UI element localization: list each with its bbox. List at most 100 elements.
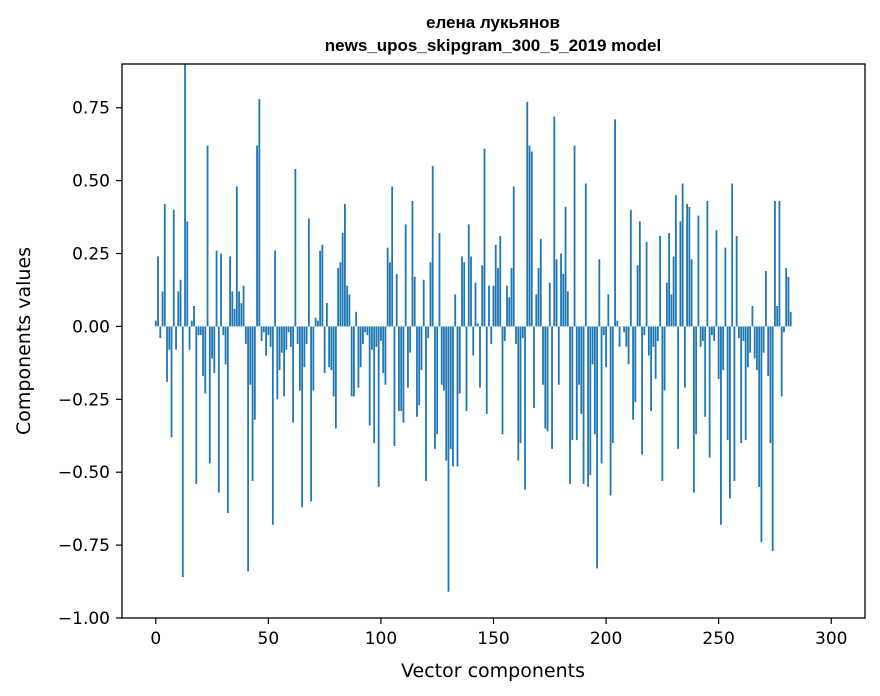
bar-181 xyxy=(562,273,565,327)
bar-37 xyxy=(238,291,240,327)
bar-254 xyxy=(726,326,729,441)
bar-210 xyxy=(627,326,630,365)
bar-12 xyxy=(181,326,184,578)
bar-46 xyxy=(258,98,261,327)
bar-52 xyxy=(271,326,274,525)
bar-122 xyxy=(429,262,432,327)
bar-212 xyxy=(632,326,634,420)
bar-274 xyxy=(771,326,774,551)
bar-139 xyxy=(467,224,470,327)
bar-60 xyxy=(289,326,292,347)
bar-227 xyxy=(665,282,668,327)
bar-102 xyxy=(384,326,387,385)
bar-233 xyxy=(679,221,682,327)
bar-18 xyxy=(195,326,198,484)
bar-50 xyxy=(267,326,270,336)
bar-32 xyxy=(226,326,229,514)
bar-230 xyxy=(672,256,675,327)
bar-43 xyxy=(251,326,254,481)
bar-225 xyxy=(661,326,664,481)
bar-180 xyxy=(560,253,562,327)
bar-149 xyxy=(490,326,493,344)
bar-140 xyxy=(470,256,472,327)
bar-100 xyxy=(380,326,382,341)
bar-249 xyxy=(715,230,718,327)
bar-138 xyxy=(465,326,468,411)
bar-150 xyxy=(492,285,495,327)
bar-221 xyxy=(652,326,655,347)
bar-238 xyxy=(690,259,693,327)
x-tick-label: 200 xyxy=(590,629,622,649)
bar-41 xyxy=(247,326,249,572)
bar-36 xyxy=(235,186,238,327)
bar-271 xyxy=(765,271,767,327)
bar-219 xyxy=(647,326,650,356)
bar-177 xyxy=(553,116,556,327)
bar-131 xyxy=(449,326,452,449)
bar-34 xyxy=(231,291,234,327)
bar-105 xyxy=(391,186,394,327)
bar-241 xyxy=(697,215,700,327)
bar-255 xyxy=(729,326,731,499)
bar-83 xyxy=(341,233,344,327)
bar-1 xyxy=(157,256,159,327)
y-tick-label: −1.00 xyxy=(58,609,110,629)
bar-145 xyxy=(481,265,484,327)
bar-243 xyxy=(701,326,704,341)
bar-30 xyxy=(222,326,225,336)
y-tick-label: −0.25 xyxy=(58,390,110,410)
bar-107 xyxy=(395,273,398,327)
bar-204 xyxy=(614,119,616,327)
bar-7 xyxy=(170,326,173,438)
bar-264 xyxy=(749,326,752,353)
bar-103 xyxy=(386,247,389,327)
bar-10 xyxy=(177,291,180,327)
bar-132 xyxy=(452,326,454,467)
bar-71 xyxy=(314,317,317,327)
bar-22 xyxy=(204,326,207,394)
bar-195 xyxy=(593,326,596,435)
bar-21 xyxy=(202,326,204,376)
bar-276 xyxy=(776,306,779,327)
bar-77 xyxy=(328,326,331,368)
bar-17 xyxy=(193,306,195,327)
bar-141 xyxy=(472,326,475,356)
bar-175 xyxy=(548,282,551,327)
bar-38 xyxy=(240,303,243,327)
bar-268 xyxy=(758,326,761,487)
bar-39 xyxy=(242,285,245,327)
bar-222 xyxy=(654,326,657,379)
bar-129 xyxy=(445,326,448,461)
bar-123 xyxy=(431,166,434,327)
bar-42 xyxy=(249,326,252,385)
bar-4 xyxy=(163,203,166,327)
bar-190 xyxy=(582,326,585,484)
bar-240 xyxy=(695,326,698,435)
bar-245 xyxy=(706,201,709,327)
bar-201 xyxy=(607,294,610,327)
bar-112 xyxy=(407,326,409,388)
bar-134 xyxy=(456,326,459,467)
bar-208 xyxy=(623,326,625,333)
bar-224 xyxy=(659,236,662,327)
bar-174 xyxy=(546,326,549,432)
bar-95 xyxy=(368,326,371,426)
chart-subtitle: news_upos_skipgram_300_5_2019 model xyxy=(325,36,661,55)
bar-193 xyxy=(589,326,592,476)
bar-196 xyxy=(596,326,598,569)
bar-266 xyxy=(753,326,756,359)
bar-173 xyxy=(544,326,547,429)
bar-79 xyxy=(332,326,335,397)
bar-26 xyxy=(213,326,216,374)
bar-99 xyxy=(377,326,380,487)
y-axis-ticks: −1.00 −0.75 −0.50 −0.25 0.00 0.25 0.50 0.75 xyxy=(58,99,122,629)
bar-116 xyxy=(416,326,418,417)
y-tick-label: 0.75 xyxy=(72,99,110,119)
bar-275 xyxy=(774,201,776,327)
bar-23 xyxy=(206,145,209,327)
bar-81 xyxy=(337,268,340,327)
y-tick-label: 0.25 xyxy=(72,245,110,265)
bar-120 xyxy=(425,326,427,481)
bar-186 xyxy=(573,145,576,327)
